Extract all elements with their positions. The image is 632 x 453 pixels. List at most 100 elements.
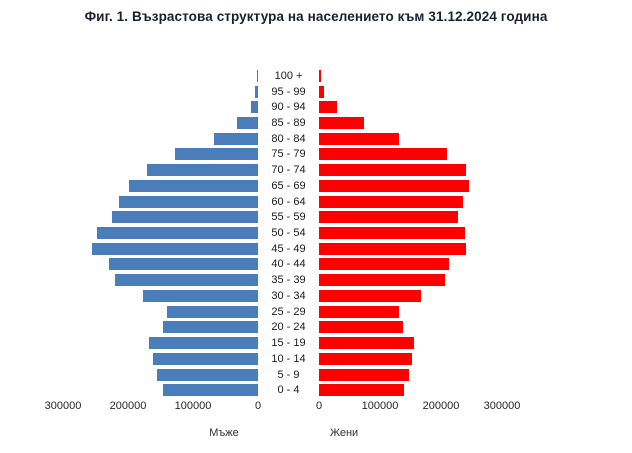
- pyramid-row-female: [319, 335, 502, 351]
- pyramid-row-female: [319, 84, 502, 100]
- female-series-label: Жени: [329, 427, 359, 439]
- pyramid-row-female: [319, 272, 502, 288]
- pyramid-row-female: [319, 178, 502, 194]
- pyramid-row-female: [319, 257, 502, 273]
- male-bar: [109, 258, 258, 271]
- male-bars-plot: [63, 68, 258, 398]
- pyramid-row-male: [63, 288, 258, 304]
- age-group-label: 50 - 54: [271, 227, 306, 240]
- pyramid-row-male: [63, 68, 258, 84]
- pyramid-row-male: [63, 241, 258, 257]
- female-bar: [319, 101, 338, 114]
- pyramid-row-male: [63, 304, 258, 320]
- male-bar: [163, 321, 258, 334]
- female-bar: [319, 305, 399, 318]
- female-bar: [319, 164, 466, 177]
- age-group-label: 30 - 34: [271, 289, 306, 302]
- female-axis-ticks: 0 100000 200000 300000: [315, 400, 520, 414]
- female-bar: [319, 289, 421, 302]
- pyramid-row-male: [63, 257, 258, 273]
- male-bar: [142, 289, 258, 302]
- female-bar: [319, 148, 448, 161]
- male-bar: [111, 211, 258, 224]
- male-bar: [148, 337, 258, 350]
- female-bar: [319, 117, 365, 130]
- male-bar: [129, 179, 258, 192]
- male-bar: [250, 101, 258, 114]
- female-bar: [319, 352, 413, 365]
- female-bar: [319, 179, 470, 192]
- pyramid-row-male: [63, 351, 258, 367]
- pyramid-row-female: [319, 147, 502, 163]
- axis-tick-male: 200000: [109, 400, 147, 412]
- pyramid-row-female: [319, 99, 502, 115]
- male-bar: [167, 305, 258, 318]
- age-group-label: 90 - 94: [271, 101, 306, 114]
- axis-tick-female: 0: [315, 400, 323, 412]
- female-bar: [319, 368, 410, 381]
- age-group-label: 55 - 59: [271, 211, 306, 224]
- age-group-label: 65 - 69: [271, 179, 306, 192]
- age-group-label: 35 - 39: [271, 274, 306, 287]
- male-bar: [146, 164, 258, 177]
- male-bar: [257, 69, 258, 82]
- age-group-label: 100 +: [274, 69, 303, 82]
- pyramid-row-female: [319, 241, 502, 257]
- female-bar: [319, 195, 463, 208]
- pyramid-row-male: [63, 382, 258, 398]
- male-bar: [255, 85, 258, 98]
- age-group-label: 75 - 79: [271, 148, 306, 161]
- axis-tick-male: 300000: [44, 400, 82, 412]
- male-bar: [118, 195, 258, 208]
- pyramid-row-female: [319, 382, 502, 398]
- age-group-label: 20 - 24: [271, 321, 306, 334]
- axis-tick-male: 0: [254, 400, 262, 412]
- pyramid-row-male: [63, 147, 258, 163]
- female-bar: [319, 337, 415, 350]
- male-bar: [152, 352, 258, 365]
- pyramid-row-male: [63, 367, 258, 383]
- pyramid-row-male: [63, 178, 258, 194]
- age-group-label: 45 - 49: [271, 242, 306, 255]
- pyramid-row-male: [63, 320, 258, 336]
- pyramid-row-female: [319, 304, 502, 320]
- male-bar: [163, 384, 258, 397]
- pyramid-row-female: [319, 225, 502, 241]
- chart-title: Фиг. 1. Възрастова структура на населени…: [84, 9, 548, 24]
- male-bar: [115, 274, 258, 287]
- pyramid-row-male: [63, 209, 258, 225]
- male-axis-ticks: 300000 200000 100000 0: [45, 400, 262, 414]
- axis-tick-female: 300000: [483, 400, 521, 412]
- female-bar: [319, 69, 321, 82]
- age-group-label: 95 - 99: [271, 85, 306, 98]
- pyramid-row-male: [63, 272, 258, 288]
- axis-tick-female: 100000: [361, 400, 399, 412]
- age-group-label: 25 - 29: [271, 305, 306, 318]
- pyramid-row-female: [319, 162, 502, 178]
- age-axis-labels: 100 + 95 - 99 90 - 94 85 - 89 80 - 84 75 - 79…: [258, 68, 319, 398]
- pyramid-row-female: [319, 68, 502, 84]
- pyramid-row-male: [63, 194, 258, 210]
- male-bar: [96, 227, 258, 240]
- pyramid-row-female: [319, 351, 502, 367]
- female-bar: [319, 242, 466, 255]
- female-bar: [319, 274, 446, 287]
- age-group-label: 80 - 84: [271, 132, 306, 145]
- age-group-label: 60 - 64: [271, 195, 306, 208]
- female-bar: [319, 384, 404, 397]
- pyramid-row-male: [63, 335, 258, 351]
- female-bar: [319, 132, 399, 145]
- age-group-label: 10 - 14: [271, 352, 306, 365]
- male-series-label: Мъже: [209, 427, 239, 439]
- male-bar: [237, 117, 258, 130]
- age-group-label: 70 - 74: [271, 164, 306, 177]
- female-bar: [319, 227, 465, 240]
- age-group-label: 40 - 44: [271, 258, 306, 271]
- age-group-label: 85 - 89: [271, 117, 306, 130]
- female-bar: [319, 85, 324, 98]
- male-bar: [174, 148, 258, 161]
- age-group-label: 15 - 19: [271, 337, 306, 350]
- axis-tick-male: 100000: [174, 400, 212, 412]
- age-group-label: 5 - 9: [277, 368, 300, 381]
